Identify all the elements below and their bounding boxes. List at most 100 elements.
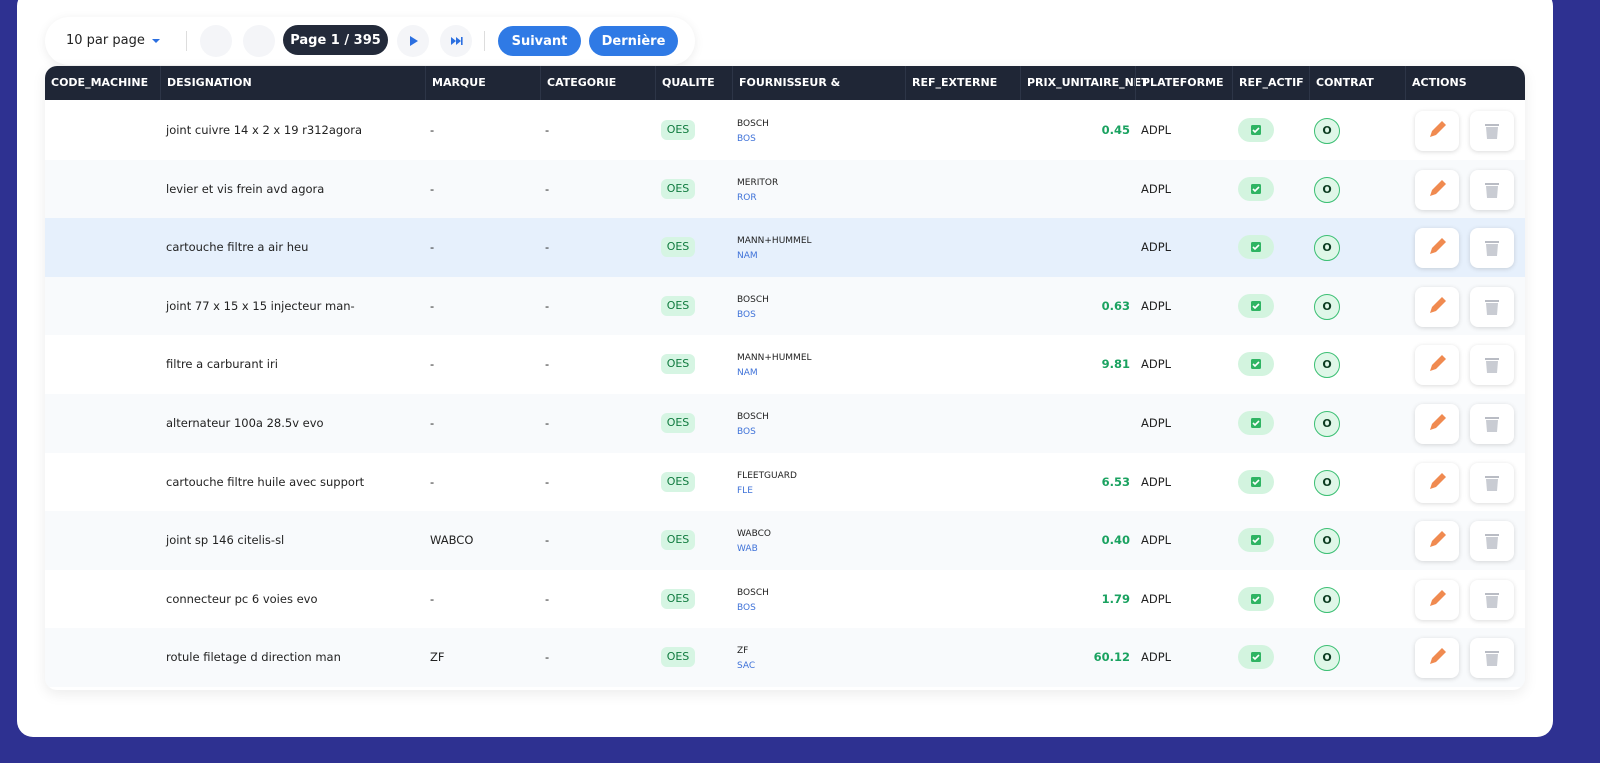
contrat-badge: O — [1314, 586, 1340, 613]
quality-badge: OES — [661, 237, 695, 258]
table-row: connecteur pc 6 voies evo - - OES BOSCH BOS 1.… — [45, 569, 1525, 629]
ref-actif-checkbox — [1238, 176, 1274, 201]
designation: cartouche filtre a air heu — [166, 240, 309, 255]
fournisseur: BOSCH — [737, 587, 769, 598]
edit-button[interactable] — [1415, 638, 1459, 679]
prev-page-button[interactable] — [243, 25, 275, 57]
edit-button[interactable] — [1415, 521, 1459, 562]
last-icon-button[interactable] — [440, 25, 472, 57]
check-icon — [1251, 476, 1261, 487]
column-header: MARQUE — [425, 66, 540, 100]
check-icon — [1251, 125, 1261, 135]
ref-actif-checkbox — [1238, 235, 1274, 260]
divider — [484, 31, 485, 51]
edit-button[interactable] — [1415, 579, 1459, 620]
quality-badge: OES — [661, 530, 695, 551]
prix: 9.81 — [1101, 357, 1130, 372]
per-page-select[interactable]: 10 par page — [66, 33, 145, 48]
delete-button[interactable] — [1470, 228, 1514, 269]
fournisseur: BOSCH — [737, 119, 769, 129]
delete-button[interactable] — [1470, 404, 1514, 444]
column-header: CODE_MACHINE — [51, 76, 149, 89]
marque: WABCO — [430, 533, 474, 548]
fournisseur: BOSCH — [737, 412, 769, 422]
table-row: joint cuivre 14 x 2 x 19 r312agora - - OES B… — [45, 101, 1525, 160]
page-indicator: Page 1 / 395 — [283, 25, 388, 55]
quality-badge: OES — [661, 178, 695, 199]
divider — [186, 31, 187, 51]
pencil-icon — [1430, 179, 1446, 196]
table-row: alternateur 100a 28.5v evo - - OES BOSCH BOS A… — [45, 394, 1525, 453]
edit-button[interactable] — [1415, 111, 1459, 151]
fournisseur: ZF — [737, 646, 749, 657]
delete-button[interactable] — [1470, 579, 1514, 620]
trash-icon — [1485, 358, 1499, 374]
contrat-badge: O — [1314, 352, 1340, 379]
contrat-badge: O — [1314, 469, 1340, 496]
contrat-badge: O — [1314, 528, 1340, 555]
categorie: - — [545, 123, 550, 137]
marque: - — [430, 591, 435, 606]
fournisseur: MANN+HUMMEL — [737, 236, 812, 247]
prix: 0.63 — [1101, 298, 1130, 313]
contrat-badge: O — [1314, 118, 1340, 144]
designation: connecteur pc 6 voies evo — [166, 591, 318, 606]
pencil-icon — [1430, 648, 1446, 665]
delete-button[interactable] — [1470, 462, 1514, 503]
check-icon — [1251, 242, 1261, 253]
plateforme: ADPL — [1141, 181, 1172, 196]
column-header: DESIGNATION — [160, 66, 425, 100]
delete-button[interactable] — [1470, 169, 1514, 210]
plateforme: ADPL — [1141, 240, 1172, 255]
marque: - — [430, 123, 435, 137]
prix: 0.40 — [1101, 533, 1130, 548]
designation: alternateur 100a 28.5v evo — [166, 416, 324, 430]
column-header: CATEGORIE — [540, 66, 655, 100]
data-table: CODE_MACHINE DESIGNATION MARQUE CATEGORIE QU… — [45, 66, 1525, 690]
edit-button[interactable] — [1415, 345, 1459, 386]
check-icon — [1251, 359, 1261, 370]
quality-badge: OES — [661, 647, 695, 668]
trigramme: BOS — [737, 309, 756, 320]
delete-button[interactable] — [1470, 111, 1514, 151]
edit-button[interactable] — [1415, 462, 1459, 503]
pencil-icon — [1430, 472, 1446, 489]
first-page-button[interactable] — [200, 25, 232, 57]
table-row: cartouche filtre huile avec support - - OES… — [45, 452, 1525, 512]
table-row: joint sp 146 citelis-sl WABCO - OES WABCO WAB… — [45, 511, 1525, 571]
plateforme: ADPL — [1141, 474, 1172, 489]
column-header: FOURNISSEUR & TRIGRAMME — [732, 66, 905, 123]
table-row: levier et vis frein avd agora - - OES MERITO… — [45, 159, 1525, 219]
contrat-badge: O — [1314, 645, 1340, 672]
delete-button[interactable] — [1470, 638, 1514, 679]
pencil-icon — [1430, 355, 1446, 372]
delete-button[interactable] — [1470, 345, 1514, 386]
plateforme: ADPL — [1141, 591, 1172, 606]
edit-button[interactable] — [1415, 228, 1459, 269]
pencil-icon — [1430, 531, 1446, 548]
pencil-icon — [1430, 238, 1446, 255]
trash-icon — [1485, 592, 1499, 608]
table-row: filtre a carburant iri - - OES MANN+HUMMEL NA… — [45, 335, 1525, 395]
ref-actif-checkbox — [1238, 645, 1274, 670]
check-icon — [1251, 300, 1261, 311]
plateforme: ADPL — [1141, 416, 1172, 430]
trigramme: BOS — [737, 427, 756, 437]
trigramme: BOS — [737, 134, 756, 144]
edit-button[interactable] — [1415, 286, 1459, 327]
marque: - — [430, 416, 435, 430]
check-icon — [1251, 593, 1261, 604]
delete-button[interactable] — [1470, 286, 1514, 327]
last-button[interactable]: Dernière — [589, 26, 678, 56]
trigramme: ROR — [737, 192, 757, 203]
edit-button[interactable] — [1415, 404, 1459, 444]
prix: 6.53 — [1101, 474, 1130, 489]
quality-badge: OES — [661, 413, 695, 433]
delete-button[interactable] — [1470, 521, 1514, 562]
next-button[interactable]: Suivant — [498, 26, 581, 56]
column-header: ACTIONS — [1405, 66, 1525, 100]
next-icon-button[interactable] — [397, 25, 429, 57]
plateforme: ADPL — [1141, 357, 1172, 372]
ref-actif-checkbox — [1238, 469, 1274, 494]
edit-button[interactable] — [1415, 169, 1459, 210]
